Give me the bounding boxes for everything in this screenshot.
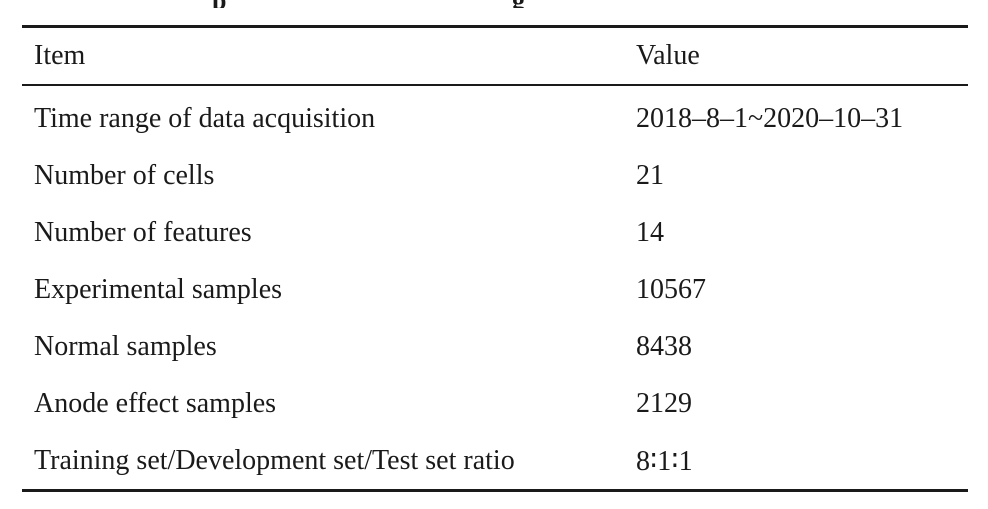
row-item-label: Time range of data acquisition <box>34 102 376 134</box>
row-item-label: Normal samples <box>34 330 217 362</box>
table-body: Time range of data acquisition 2018–8–1~… <box>22 85 968 491</box>
header-value: Value <box>636 40 700 71</box>
row-item-label: Anode effect samples <box>34 387 277 419</box>
row-value: 10567 <box>636 273 706 305</box>
cropped-caption: p g <box>0 0 988 8</box>
row-item-label: Number of cells <box>34 159 215 191</box>
header-row: Item Value <box>22 26 968 85</box>
table-row: Anode effect samples 2129 <box>22 375 968 432</box>
table-header: Item Value <box>22 26 968 85</box>
row-value: 21 <box>636 159 664 191</box>
table-row: Training set/Development set/Test set ra… <box>22 432 968 491</box>
table-row: Number of cells 21 <box>22 147 968 204</box>
row-value: 8438 <box>636 330 692 362</box>
caption-glyph-fragment: g <box>512 0 525 8</box>
row-item-label: Training set/Development set/Test set ra… <box>34 444 515 476</box>
table-row: Experimental samples 10567 <box>22 261 968 318</box>
row-value: 2018–8–1~2020–10–31 <box>636 102 904 134</box>
row-item-label: Experimental samples <box>34 273 283 305</box>
table-row: Number of features 14 <box>22 204 968 261</box>
row-value: 8∶1∶1 <box>636 445 693 477</box>
row-item-label: Number of features <box>34 216 252 248</box>
header-item: Item <box>34 40 86 71</box>
caption-glyph-fragment: p <box>212 0 226 8</box>
dataset-summary-table: Item Value Time range of data acquisitio… <box>22 25 968 492</box>
data-table-container: Item Value Time range of data acquisitio… <box>22 25 968 492</box>
row-value: 14 <box>636 216 664 248</box>
table-row: Normal samples 8438 <box>22 318 968 375</box>
row-value: 2129 <box>636 387 692 419</box>
table-row: Time range of data acquisition 2018–8–1~… <box>22 85 968 147</box>
